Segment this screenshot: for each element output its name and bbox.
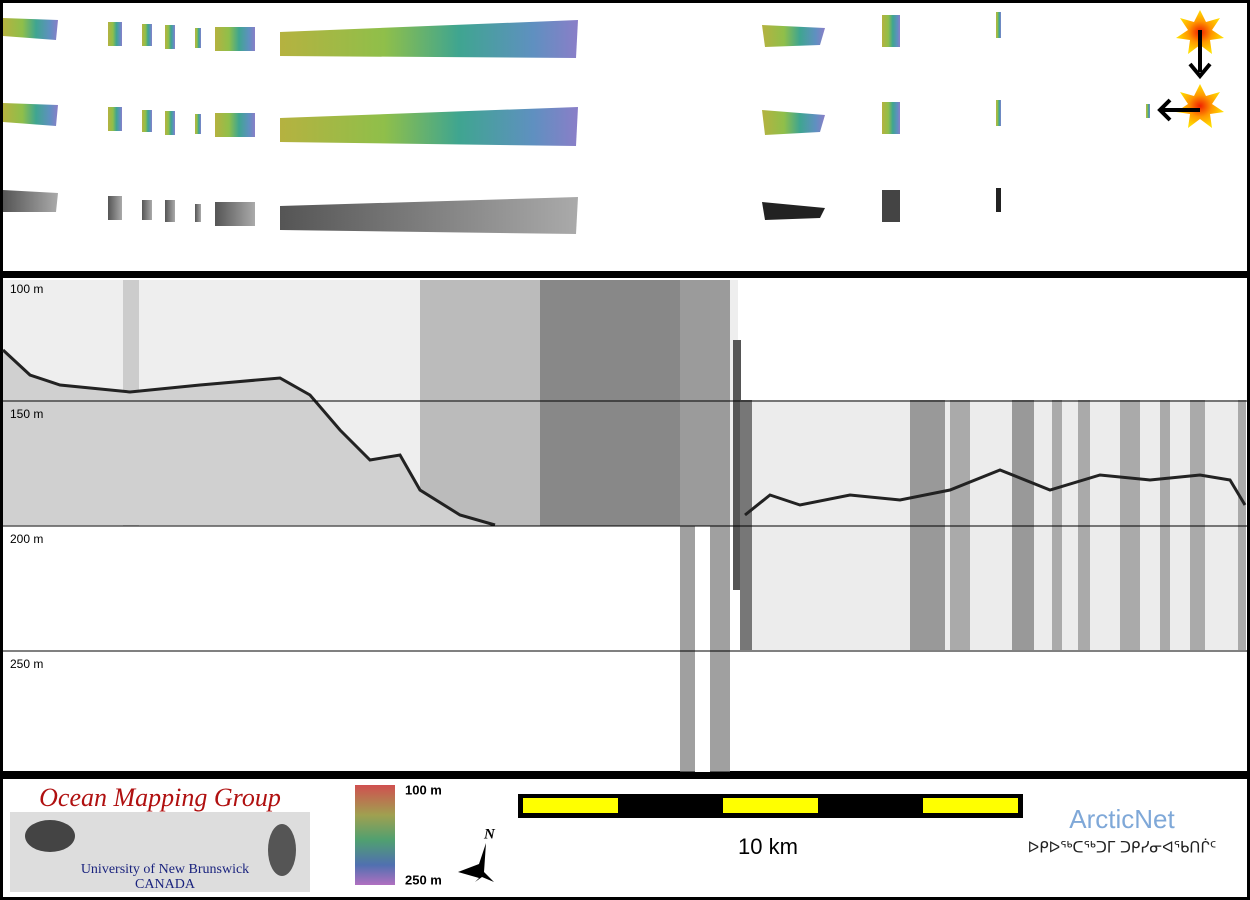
- partner-name: ArcticNet: [1069, 804, 1175, 834]
- colorbar-label: 250 m: [405, 872, 442, 887]
- colorbar-label: 100 m: [405, 782, 442, 797]
- group-name: Ocean Mapping Group: [39, 783, 281, 812]
- depth-label: 250 m: [10, 657, 43, 671]
- north-arrow: N: [458, 826, 496, 882]
- depth-label: 200 m: [10, 532, 43, 546]
- logo: Ocean Mapping Group University of New Br…: [10, 783, 310, 892]
- north-label: N: [483, 826, 496, 842]
- swath-row: [3, 100, 1150, 146]
- depth-label: 100 m: [10, 282, 43, 296]
- swath-panel: [3, 3, 1247, 271]
- profile-image: [1, 280, 1247, 772]
- depth-grid: [3, 400, 1247, 652]
- colorbar: [355, 785, 395, 885]
- depth-label: 150 m: [10, 407, 43, 421]
- partner-inuktitut: ᐅᑭᐅᖅᑕᖅᑐᒥ ᑐᑭᓯᓂᐊᖃᑎᒌᑦ: [1028, 839, 1217, 857]
- sidescan-row: [3, 188, 1001, 234]
- country: CANADA: [135, 877, 196, 892]
- direction-icon: [1157, 10, 1224, 128]
- swath-row: [3, 12, 1001, 58]
- scale-label: 10 km: [738, 834, 798, 859]
- scale-bar: [518, 794, 1023, 818]
- university: University of New Brunswick: [81, 862, 249, 877]
